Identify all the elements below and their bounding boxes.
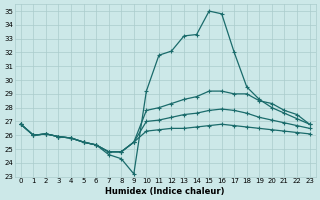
- X-axis label: Humidex (Indice chaleur): Humidex (Indice chaleur): [106, 187, 225, 196]
